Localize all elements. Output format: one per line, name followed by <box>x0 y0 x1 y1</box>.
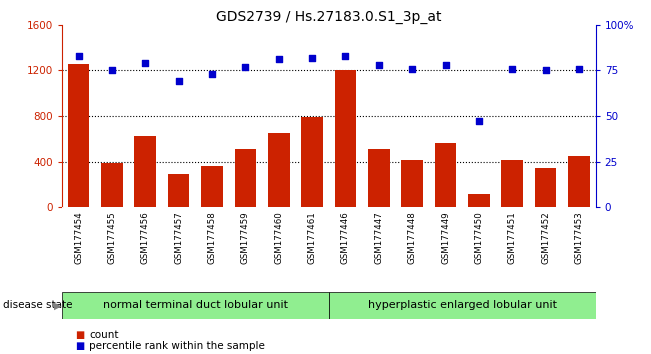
Text: GSM177461: GSM177461 <box>307 211 316 264</box>
Bar <box>534 169 557 207</box>
Text: normal terminal duct lobular unit: normal terminal duct lobular unit <box>103 300 288 310</box>
Bar <box>568 156 590 207</box>
Text: GSM177448: GSM177448 <box>408 211 417 264</box>
Text: GSM177459: GSM177459 <box>241 211 250 264</box>
Point <box>173 79 184 84</box>
Bar <box>368 149 390 207</box>
Bar <box>68 63 89 207</box>
Title: GDS2739 / Hs.27183.0.S1_3p_at: GDS2739 / Hs.27183.0.S1_3p_at <box>216 10 441 24</box>
Point <box>474 119 484 124</box>
Bar <box>468 194 490 207</box>
Text: count: count <box>89 330 118 339</box>
Bar <box>201 166 223 207</box>
Bar <box>134 136 156 207</box>
Text: GSM177449: GSM177449 <box>441 211 450 264</box>
Text: GSM177452: GSM177452 <box>541 211 550 264</box>
Text: GSM177450: GSM177450 <box>475 211 484 264</box>
Point <box>340 53 351 59</box>
Point <box>440 62 450 68</box>
Text: GSM177447: GSM177447 <box>374 211 383 264</box>
Point <box>374 62 384 68</box>
Point <box>240 64 251 69</box>
Point <box>407 66 417 72</box>
Text: GSM177460: GSM177460 <box>274 211 283 264</box>
Text: ▶: ▶ <box>54 300 62 310</box>
Text: GSM177446: GSM177446 <box>341 211 350 264</box>
Text: percentile rank within the sample: percentile rank within the sample <box>89 341 265 351</box>
Point <box>207 71 217 77</box>
Bar <box>329 292 596 319</box>
Text: GSM177458: GSM177458 <box>208 211 217 264</box>
Text: GSM177454: GSM177454 <box>74 211 83 264</box>
Text: ■: ■ <box>75 341 84 351</box>
Text: GSM177456: GSM177456 <box>141 211 150 264</box>
Bar <box>168 174 189 207</box>
Point <box>107 68 117 73</box>
Point <box>307 55 317 61</box>
Text: GSM177455: GSM177455 <box>107 211 117 264</box>
Bar <box>401 160 423 207</box>
Point <box>574 66 584 72</box>
Text: hyperplastic enlarged lobular unit: hyperplastic enlarged lobular unit <box>368 300 557 310</box>
Text: disease state: disease state <box>3 300 73 310</box>
Bar <box>62 292 329 319</box>
Point <box>507 66 518 72</box>
Text: ■: ■ <box>75 330 84 339</box>
Bar <box>501 160 523 207</box>
Bar <box>101 162 123 207</box>
Point <box>74 53 84 59</box>
Text: GSM177457: GSM177457 <box>174 211 183 264</box>
Point <box>140 60 150 66</box>
Bar <box>268 133 290 207</box>
Text: GSM177451: GSM177451 <box>508 211 517 264</box>
Bar <box>234 149 256 207</box>
Text: GSM177453: GSM177453 <box>574 211 583 264</box>
Point <box>273 57 284 62</box>
Bar <box>435 143 456 207</box>
Bar <box>335 70 356 207</box>
Bar <box>301 117 323 207</box>
Point <box>540 68 551 73</box>
